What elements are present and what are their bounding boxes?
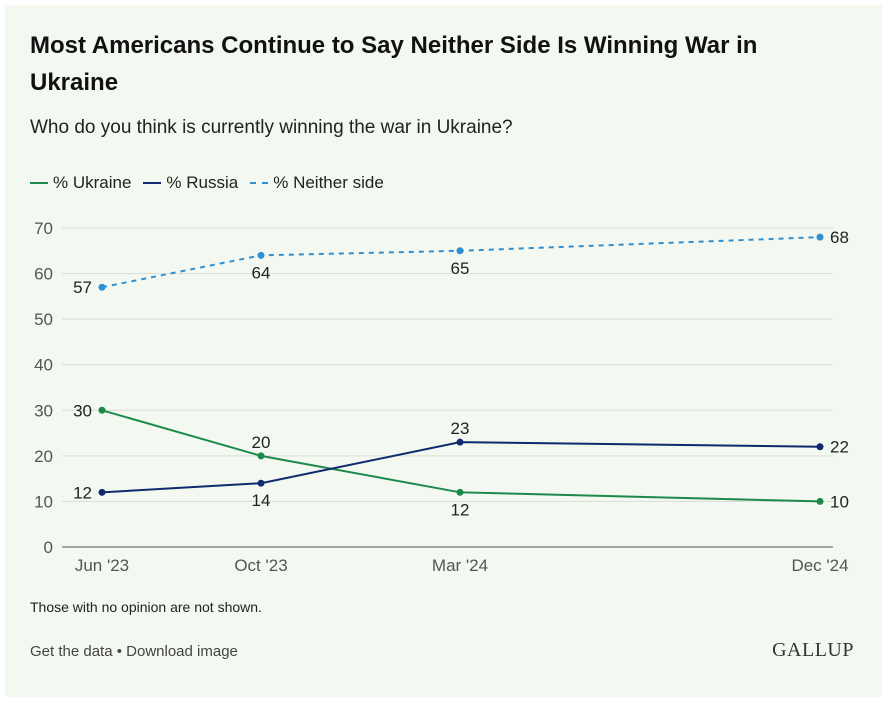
series-line: [101, 236, 821, 289]
y-tick-label: 40: [34, 356, 53, 375]
legend-label-russia: % Russia: [166, 173, 239, 192]
data-point: [816, 443, 824, 451]
y-tick-label: 70: [34, 219, 53, 238]
data-point: [98, 406, 106, 414]
data-point: [456, 438, 464, 446]
download-image-link[interactable]: Download image: [126, 643, 238, 660]
x-tick-label: Mar '24: [432, 556, 488, 575]
data-point: [816, 497, 824, 505]
link-separator: •: [112, 643, 127, 660]
get-data-link[interactable]: Get the data: [30, 643, 113, 660]
y-tick-label: 10: [34, 492, 53, 511]
line-chart: 0 10 20 30 40 50 60 70 Jun '23 Oct '23 Mar '24 Dec …: [34, 219, 849, 575]
data-label: 23: [451, 419, 470, 438]
y-tick-label: 30: [34, 401, 53, 420]
data-label: 57: [73, 278, 92, 297]
y-tick-label: 0: [44, 538, 53, 557]
data-label: 20: [252, 433, 271, 452]
data-label: 22: [830, 438, 849, 457]
data-point: [456, 488, 464, 496]
footer-links: Get the data • Download image: [30, 643, 238, 660]
legend-swatch-russia: [143, 182, 162, 184]
legend-label-ukraine: % Ukraine: [53, 173, 132, 192]
data-label: 64: [252, 263, 271, 282]
data-label: 14: [252, 491, 271, 510]
data-label: 68: [830, 228, 849, 247]
data-point: [98, 488, 106, 496]
y-tick-label: 50: [34, 310, 53, 329]
data-point: [456, 247, 464, 255]
legend-swatch-neither: [250, 182, 269, 184]
data-point: [257, 251, 265, 259]
y-tick-label: 20: [34, 447, 53, 466]
data-label: 12: [73, 483, 92, 502]
data-label: 65: [451, 259, 470, 278]
legend-item-neither: % Neither side: [250, 173, 384, 193]
x-tick-label: Jun '23: [75, 556, 129, 575]
legend-label-neither: % Neither side: [273, 173, 384, 192]
data-label: 12: [451, 500, 470, 519]
data-point: [257, 479, 265, 487]
x-tick-label: Oct '23: [234, 556, 287, 575]
series-line: [101, 409, 821, 503]
footnote: Those with no opinion are not shown.: [30, 599, 262, 615]
chart-card: Most Americans Continue to Say Neither S…: [5, 5, 882, 697]
gallup-logo: GALLUP: [772, 639, 854, 661]
chart-title: Most Americans Continue to Say Neither S…: [30, 32, 758, 96]
data-point: [98, 283, 106, 291]
data-label: 30: [73, 401, 92, 420]
data-point: [257, 452, 265, 460]
legend: % Ukraine % Russia % Neither side: [30, 173, 396, 193]
data-point: [816, 233, 824, 241]
x-tick-label: Dec '24: [791, 556, 848, 575]
chart-subtitle: Who do you think is currently winning th…: [30, 117, 513, 138]
legend-item-ukraine: % Ukraine: [30, 173, 131, 193]
series-line: [101, 441, 821, 494]
data-label: 10: [830, 492, 849, 511]
y-tick-label: 60: [34, 265, 53, 284]
legend-item-russia: % Russia: [143, 173, 238, 193]
legend-swatch-ukraine: [30, 182, 48, 184]
